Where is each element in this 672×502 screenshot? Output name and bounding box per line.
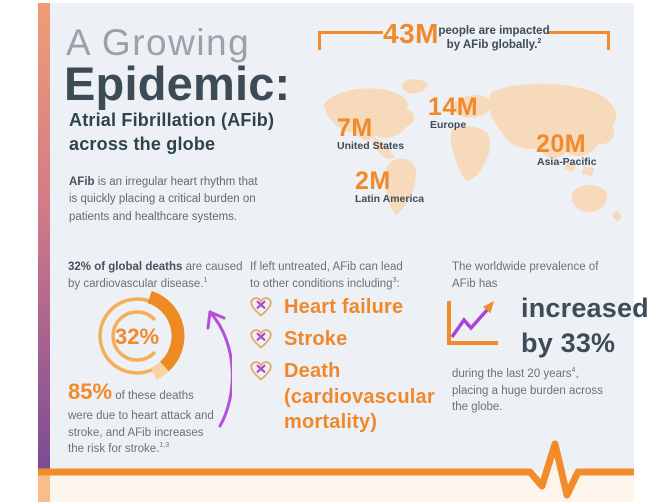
secondary-stat-value: 85% [68, 379, 113, 404]
footnote-4: 4 [571, 367, 576, 375]
condition-label: Heart failure [284, 296, 404, 318]
condition-item-stroke: Stroke [250, 327, 347, 353]
map-stat-latam-name: Latin America [355, 193, 425, 205]
gradient-side-bar-bottom [38, 474, 50, 502]
donut-solid-arc [147, 290, 185, 372]
conditions-header: If left untreated, AFib can lead to othe… [250, 261, 403, 290]
heart-x-icon [250, 329, 272, 349]
subtitle-line1: Atrial Fibrillation (AFib) [69, 110, 275, 130]
deaths-stat-text: 32% of global deaths are caused by cardi… [68, 261, 243, 290]
donut-outline-outer [98, 297, 168, 375]
australia-shape [571, 184, 608, 212]
condition-item-heart-failure: Heart failure [250, 295, 403, 321]
growth-chart-icon [447, 301, 498, 345]
global-stat-label: people are impacted by AFib globally.2 [438, 25, 550, 52]
donut-chart: 32% [98, 290, 185, 380]
map-stat-asiapacific-value: 20M [536, 130, 587, 158]
south-america-shape [385, 158, 416, 215]
heart-x-icon [250, 361, 272, 381]
donut-outline-inner [111, 310, 157, 362]
footnote-2: 2 [537, 38, 542, 46]
footnote-1-3: 1,3 [159, 442, 170, 450]
world-map [324, 79, 622, 222]
gradient-side-bar [38, 3, 50, 471]
heart-x-icon [250, 297, 272, 317]
stat-bracket-left [318, 31, 383, 50]
map-stat-europe-name: Europe [430, 119, 467, 131]
map-stat-europe-value: 14M [428, 93, 479, 121]
content-background [50, 3, 634, 471]
subtitle: Atrial Fibrillation (AFib) across the gl… [69, 108, 274, 157]
condition-label: Death (cardiovascular mortality) [284, 360, 435, 434]
donut-center-label: 32% [115, 324, 159, 349]
title-light: A Growing [66, 22, 251, 63]
map-stat-us-name: United States [337, 140, 405, 152]
ekg-heartbeat-line [38, 440, 634, 499]
north-america-shape [324, 88, 415, 141]
intro-bold: AFib [69, 176, 95, 188]
europe-shape [452, 95, 491, 118]
map-stat-latam-value: 2M [355, 167, 391, 195]
map-stat-us-value: 7M [337, 114, 373, 142]
stat-bracket-right [547, 31, 610, 50]
condition-label: Stroke [284, 328, 348, 350]
intro-paragraph: AFib is an irregular heart rhythm that i… [69, 176, 258, 223]
greenland-shape [401, 79, 428, 94]
donut-arc-tip [150, 361, 169, 380]
map-stat-asiapacific-name: Asia-Pacific [537, 156, 597, 168]
global-stat-value: 43M [383, 18, 439, 49]
prevalence-body: during the last 20 years4, placing a hug… [452, 367, 603, 414]
deaths-secondary-text: 85% of these deaths were due to heart at… [68, 379, 214, 456]
title-bold: Epidemic: [64, 57, 291, 110]
island-shape-1 [564, 162, 576, 172]
prevalence-highlight: increased by 33% [521, 293, 649, 359]
central-america-shape [373, 137, 394, 159]
africa-shape [450, 126, 490, 181]
curved-arrow-icon [206, 310, 232, 428]
subtitle-line2: across the globe [69, 134, 216, 155]
island-shape-2 [582, 166, 594, 176]
footnote-3: 3 [392, 276, 397, 284]
condition-item-death: Death (cardiovascular mortality) [250, 359, 435, 436]
asia-shape [488, 83, 617, 159]
prevalence-header: The worldwide prevalence of AFib has [452, 261, 599, 290]
footnote-1: 1 [203, 276, 208, 284]
new-zealand-shape [612, 210, 622, 222]
